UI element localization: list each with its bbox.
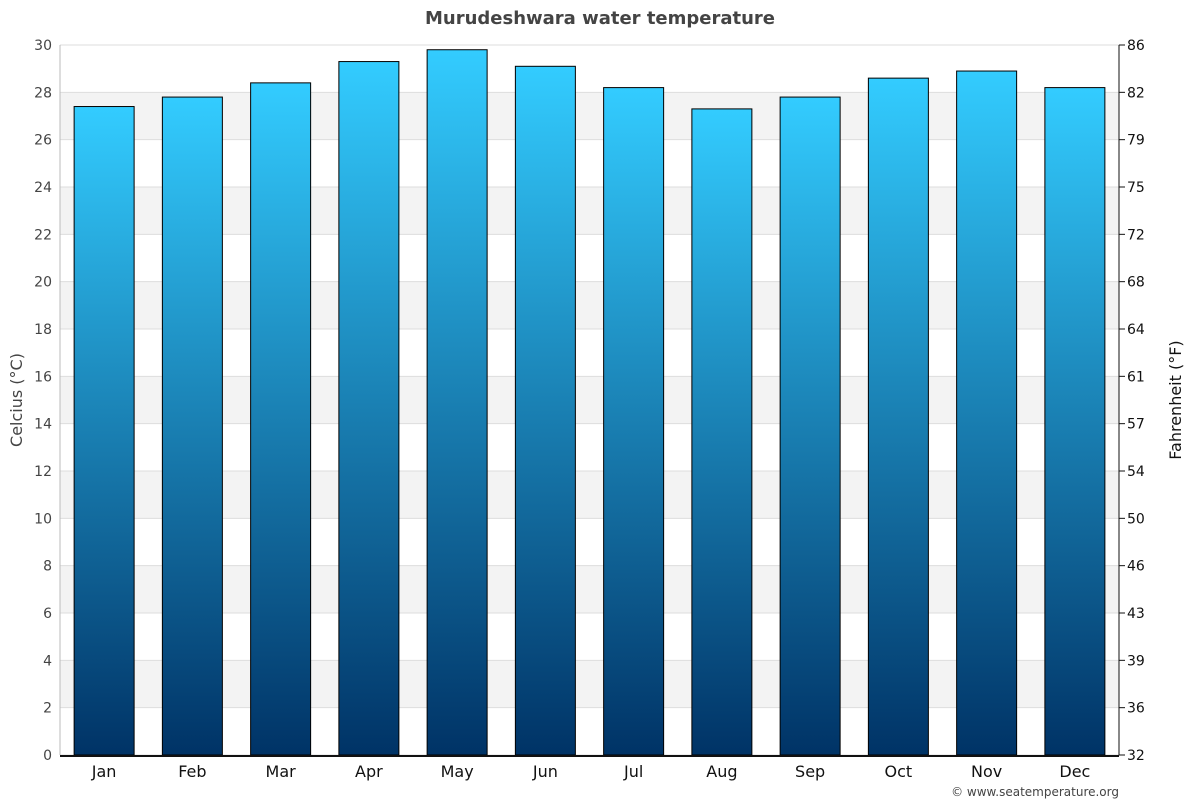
y2-tick-label: 79 xyxy=(1127,133,1145,149)
x-tick-label: Jan xyxy=(91,762,117,781)
bar-jun xyxy=(514,65,576,756)
y2-tick-label: 43 xyxy=(1127,606,1145,622)
grid-band xyxy=(60,281,1119,329)
x-tick-label: Mar xyxy=(266,762,297,781)
bar-dec xyxy=(1044,87,1106,756)
y-tick-label: 0 xyxy=(43,748,52,764)
grid-band xyxy=(60,471,1119,519)
y2-tick-label: 54 xyxy=(1127,464,1145,480)
y2-tick-label: 36 xyxy=(1127,701,1145,717)
y2-tick-label: 46 xyxy=(1127,559,1145,575)
credit[interactable]: © www.seatemperature.org xyxy=(951,785,1119,799)
bar-feb xyxy=(161,96,223,756)
y-tick-label: 18 xyxy=(34,322,52,338)
y-tick-label: 10 xyxy=(34,511,52,527)
y-tick-label: 26 xyxy=(34,133,52,149)
y-tick-label: 12 xyxy=(34,464,52,480)
y-tick-label: 8 xyxy=(43,559,52,575)
x-tick-label: Feb xyxy=(178,762,206,781)
y-tick-label: 14 xyxy=(34,417,52,433)
grid-band xyxy=(60,187,1119,235)
y-tick-label: 24 xyxy=(34,180,52,196)
y2-tick-label: 64 xyxy=(1127,322,1145,338)
x-tick-label: Jul xyxy=(623,762,643,781)
x-tick-label: Jun xyxy=(532,762,558,781)
x-tick-label: Dec xyxy=(1059,762,1090,781)
grid-band xyxy=(60,565,1119,613)
bar-aug xyxy=(691,108,753,756)
y2-tick-label: 57 xyxy=(1127,417,1145,433)
y-tick-label: 16 xyxy=(34,369,52,385)
y2-tick-label: 72 xyxy=(1127,227,1145,243)
y-axis-label: Celcius (°C) xyxy=(7,353,26,447)
bar-nov xyxy=(956,70,1018,756)
chart-title: Murudeshwara water temperature xyxy=(425,8,775,29)
x-tick-label: Apr xyxy=(355,762,383,781)
x-tick-label: Aug xyxy=(706,762,737,781)
grid-band xyxy=(60,376,1119,424)
y-tick-label: 28 xyxy=(34,85,52,101)
y-tick-label: 20 xyxy=(34,275,52,291)
bar-jul xyxy=(603,87,665,756)
grid-band xyxy=(60,660,1119,708)
y-tick-label: 2 xyxy=(43,701,52,717)
y2-tick-label: 39 xyxy=(1127,653,1145,669)
y2-tick-label: 68 xyxy=(1127,275,1145,291)
y2-tick-label: 75 xyxy=(1127,180,1145,196)
bar-mar xyxy=(250,82,312,756)
y2-tick-label: 50 xyxy=(1127,511,1145,527)
y2-axis-label: Fahrenheit (°F) xyxy=(1166,340,1185,459)
y2-tick-label: 86 xyxy=(1127,38,1145,54)
bar-apr xyxy=(338,61,400,756)
bar-may xyxy=(426,49,488,756)
x-tick-label: Oct xyxy=(885,762,913,781)
y2-tick-label: 82 xyxy=(1127,85,1145,101)
x-tick-label: May xyxy=(441,762,474,781)
x-tick-label: Nov xyxy=(971,762,1002,781)
y-tick-label: 4 xyxy=(43,653,52,669)
grid-band xyxy=(60,92,1119,140)
x-tick-label: Sep xyxy=(795,762,825,781)
bar-sep xyxy=(779,96,841,756)
bar-jan xyxy=(73,106,135,756)
y2-tick-label: 32 xyxy=(1127,748,1145,764)
y-tick-label: 22 xyxy=(34,227,52,243)
bar-oct xyxy=(867,77,929,756)
y-tick-label: 6 xyxy=(43,606,52,622)
y-tick-label: 30 xyxy=(34,38,52,54)
y2-tick-label: 61 xyxy=(1127,369,1145,385)
